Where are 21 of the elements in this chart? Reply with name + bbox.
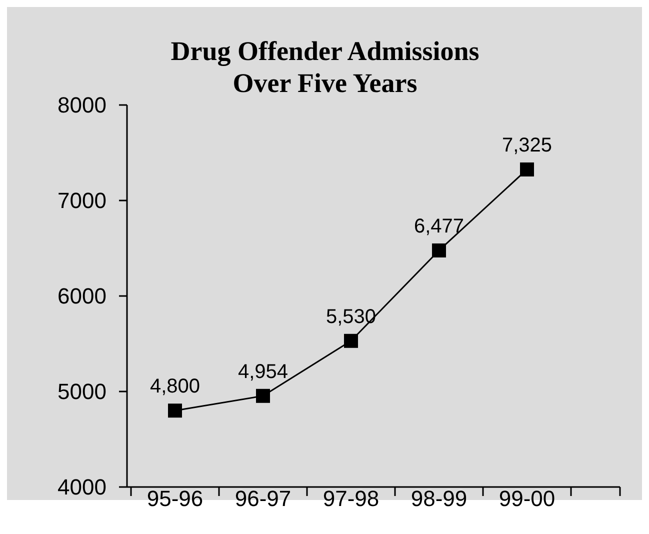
x-tick-label: 95-96 bbox=[146, 486, 204, 511]
x-tick-label: 98-99 bbox=[410, 486, 468, 511]
x-tick-label: 97-98 bbox=[322, 486, 380, 511]
data-label: 7,325 bbox=[502, 134, 552, 156]
x-tick-label: 99-00 bbox=[498, 486, 556, 511]
point bbox=[168, 404, 182, 418]
point bbox=[520, 162, 534, 176]
data-label: 6,477 bbox=[414, 215, 464, 238]
y-tick-label: 4000 bbox=[58, 474, 106, 500]
data-label: 4,800 bbox=[150, 376, 200, 398]
x-tick-label: 96-97 bbox=[234, 486, 292, 511]
y-tick-label: 7000 bbox=[58, 188, 106, 214]
data-label: 5,530 bbox=[326, 306, 376, 328]
point bbox=[256, 388, 270, 403]
y-tick-label: 8000 bbox=[58, 92, 106, 118]
y-tick-label: 5000 bbox=[58, 379, 106, 404]
point bbox=[432, 243, 446, 258]
data-label: 4,954 bbox=[238, 360, 288, 383]
y-tick-label: 6000 bbox=[58, 284, 106, 309]
chart-title: Drug Offender Admissions Over Five Years bbox=[170, 36, 480, 98]
point bbox=[344, 334, 358, 348]
